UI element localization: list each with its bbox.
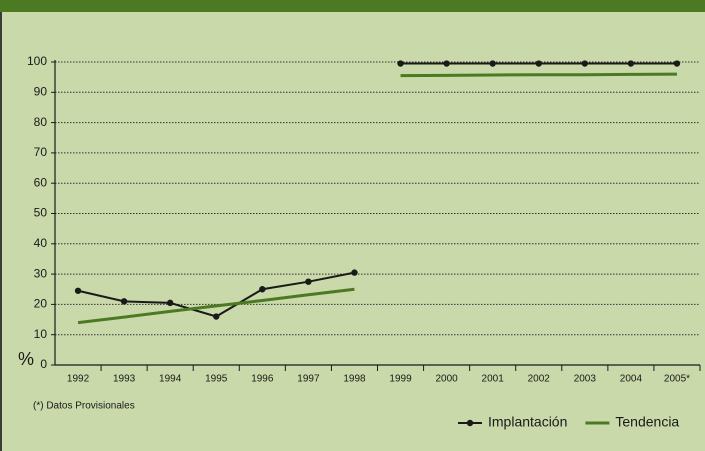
x-tick-label: 2003 bbox=[574, 374, 597, 385]
data-point bbox=[351, 269, 358, 276]
y-tick-label: 90 bbox=[34, 84, 48, 98]
y-tick-label: 40 bbox=[34, 236, 48, 250]
y-tick-label: 60 bbox=[34, 175, 48, 189]
y-tick-label: 100 bbox=[27, 54, 47, 68]
legend-label: Tendencia bbox=[615, 414, 679, 430]
x-tick-label: 2002 bbox=[528, 374, 551, 385]
series-line bbox=[77, 72, 677, 325]
data-point bbox=[166, 299, 174, 307]
data-point bbox=[489, 60, 496, 67]
x-tick-label: 2001 bbox=[482, 374, 505, 385]
legend-marker bbox=[466, 419, 474, 427]
x-tick-label: 1998 bbox=[343, 374, 366, 385]
y-tick-label: 50 bbox=[34, 206, 48, 220]
data-point bbox=[305, 278, 312, 285]
x-tick-label: 2005* bbox=[664, 374, 690, 385]
y-tick-label: 20 bbox=[34, 297, 48, 311]
y-tick-label: 80 bbox=[34, 115, 48, 129]
data-point bbox=[627, 60, 635, 67]
data-point bbox=[120, 298, 128, 305]
data-point bbox=[443, 60, 450, 67]
legend-label: Implantación bbox=[488, 414, 567, 430]
left-border bbox=[0, 12, 2, 451]
data-point bbox=[213, 313, 220, 320]
data-point bbox=[535, 60, 542, 67]
x-tick-label: 1994 bbox=[159, 374, 182, 385]
x-tick-label: 1999 bbox=[389, 374, 412, 385]
data-point bbox=[397, 60, 404, 67]
x-tick-label: 1993 bbox=[113, 374, 136, 385]
x-tick-label: 2000 bbox=[435, 374, 458, 385]
y-tick-label: 10 bbox=[34, 327, 48, 341]
x-tick-label: 1996 bbox=[251, 374, 274, 385]
y-tick-label: 70 bbox=[34, 145, 48, 159]
header-bar bbox=[0, 0, 705, 12]
data-point bbox=[581, 60, 589, 67]
y-tick-label: 0 bbox=[40, 357, 47, 371]
data-point bbox=[74, 287, 82, 294]
data-point bbox=[673, 60, 681, 67]
data-point bbox=[259, 286, 266, 293]
x-tick-label: 2004 bbox=[620, 374, 643, 385]
x-tick-label: 1995 bbox=[205, 374, 228, 385]
y-tick-label: 30 bbox=[34, 266, 48, 280]
footnote: (*) Datos Provisionales bbox=[33, 401, 135, 412]
x-tick-label: 1992 bbox=[67, 374, 90, 385]
x-tick-label: 1997 bbox=[297, 374, 320, 385]
y-axis-label: % bbox=[18, 349, 34, 369]
